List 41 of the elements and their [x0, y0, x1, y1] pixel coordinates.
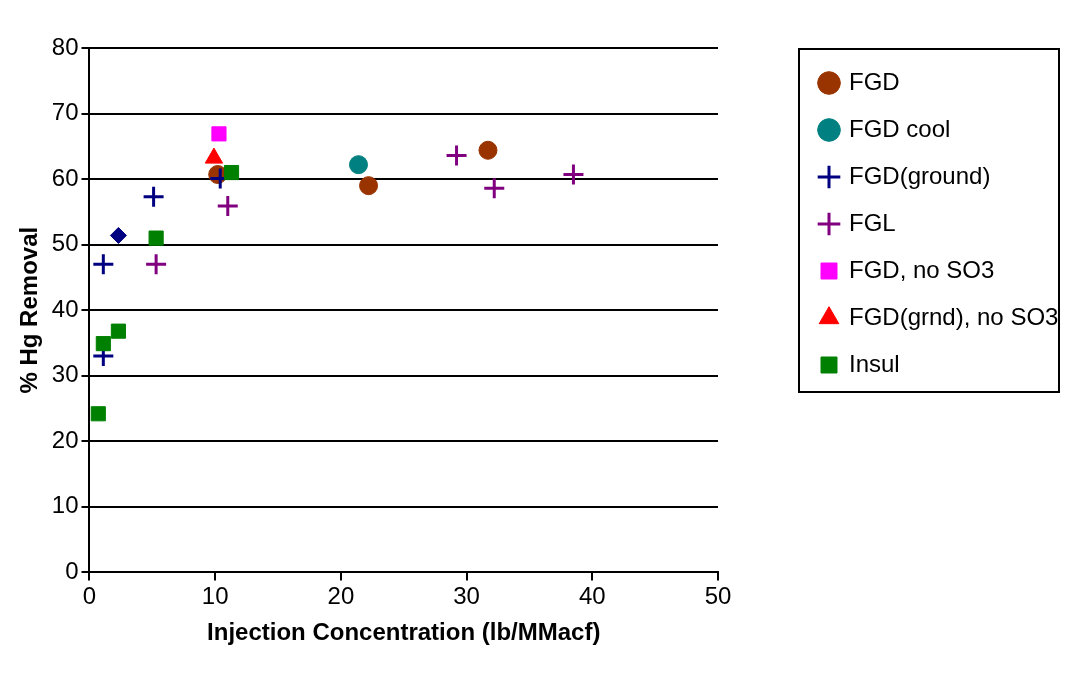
legend-label: FGD(grnd), no SO3 — [849, 302, 1059, 330]
point — [109, 226, 127, 244]
point — [110, 323, 126, 339]
point — [349, 155, 368, 175]
x-tick-label: 50 — [704, 582, 732, 610]
point — [216, 194, 240, 218]
point — [482, 176, 506, 200]
point — [223, 164, 240, 181]
point — [211, 126, 227, 142]
point — [148, 230, 164, 246]
point — [144, 252, 168, 276]
point — [142, 185, 166, 209]
legend-label: FGD cool — [849, 114, 951, 142]
y-tick-label: 40 — [51, 294, 79, 322]
y-tick-label: 60 — [51, 163, 79, 191]
y-tick-label: 30 — [51, 360, 79, 388]
y-tick-label: 0 — [65, 557, 79, 585]
y-tick-label: 70 — [51, 98, 79, 126]
point — [95, 336, 111, 352]
point — [445, 144, 469, 167]
legend-label: Insul — [849, 349, 900, 377]
y-axis-title: % Hg Removal — [15, 226, 43, 394]
y-tick-label: 50 — [51, 229, 79, 257]
legend-label: FGD, no SO3 — [849, 255, 995, 283]
point — [91, 252, 115, 276]
point — [478, 140, 498, 160]
legend-label: FGL — [849, 208, 896, 236]
y-tick-label: 20 — [51, 425, 79, 453]
x-axis-title: Injection Concentration (lb/MMacf) — [207, 618, 601, 646]
y-tick-label: 80 — [51, 32, 79, 60]
x-tick-label: 30 — [453, 582, 480, 610]
x-tick-label: 0 — [82, 582, 97, 610]
x-tick-label: 10 — [201, 582, 229, 610]
x-tick-label: 20 — [327, 582, 355, 610]
point — [359, 176, 379, 196]
point — [561, 163, 585, 187]
point — [90, 406, 106, 422]
x-tick-label: 40 — [578, 582, 606, 610]
legend-label: FGD — [849, 67, 900, 95]
y-tick-label: 10 — [51, 491, 79, 519]
legend-label: FGD(ground) — [849, 161, 991, 189]
